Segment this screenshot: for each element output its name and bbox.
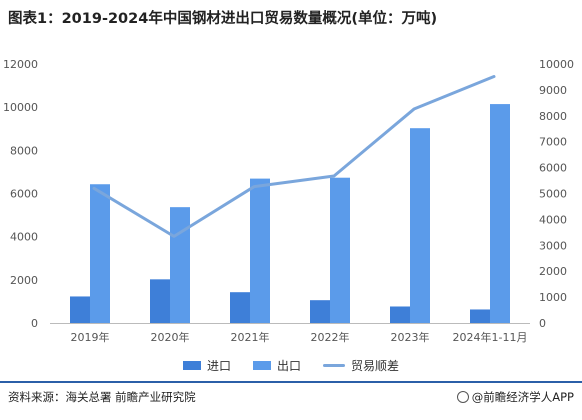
x-tick-label: 2023年 bbox=[391, 330, 430, 344]
footer-divider bbox=[0, 381, 582, 383]
y-left-tick-label: 4000 bbox=[10, 231, 38, 244]
y-right-tick-label: 9000 bbox=[539, 84, 567, 97]
legend-item-surplus: 贸易顺差 bbox=[323, 357, 399, 374]
x-tick-label: 2024年1-11月 bbox=[453, 330, 528, 344]
y-left-tick-label: 12000 bbox=[3, 58, 38, 71]
bar-import bbox=[150, 279, 170, 323]
line-surplus bbox=[92, 75, 496, 238]
x-tick-label: 2022年 bbox=[311, 330, 350, 344]
y-right-tick-label: 7000 bbox=[539, 136, 567, 149]
legend-item-export: 出口 bbox=[252, 357, 301, 374]
y-right-tick-label: 5000 bbox=[539, 188, 567, 201]
bar-import bbox=[470, 309, 490, 323]
bar-export bbox=[90, 184, 110, 323]
x-tick-label: 2021年 bbox=[231, 330, 270, 344]
legend-label-surplus: 贸易顺差 bbox=[351, 359, 400, 373]
y-right-tick-label: 0 bbox=[539, 317, 546, 330]
y-left-tick-label: 8000 bbox=[10, 144, 38, 157]
bar-export bbox=[170, 207, 190, 323]
y-left-tick-label: 0 bbox=[31, 317, 38, 330]
bar-export bbox=[250, 178, 270, 323]
legend-label-export: 出口 bbox=[276, 359, 301, 373]
legend-swatch-surplus bbox=[323, 364, 345, 367]
bar-export bbox=[330, 177, 350, 323]
bar-export bbox=[410, 128, 430, 323]
legend-swatch-import bbox=[182, 361, 201, 370]
chart-canvas: 0 2000 4000 6000 8000 10000 12000 0 1000 2000 3000… bbox=[3, 58, 574, 344]
bar-import bbox=[230, 292, 250, 323]
source-note: 资料来源：海关总署 前瞻产业研究院 bbox=[8, 390, 196, 404]
legend-label-import: 进口 bbox=[206, 359, 231, 373]
bar-import bbox=[70, 296, 90, 323]
bar-import bbox=[390, 306, 410, 323]
y-right-tick-label: 2000 bbox=[539, 265, 567, 278]
y-right-tick-label: 4000 bbox=[539, 213, 567, 226]
y-right-tick-label: 1000 bbox=[539, 291, 567, 304]
brand-logo-icon bbox=[456, 391, 469, 403]
x-tick-label: 2019年 bbox=[71, 330, 110, 344]
y-left-tick-label: 2000 bbox=[10, 274, 38, 287]
x-tick-label: 2020年 bbox=[151, 330, 190, 344]
y-right-tick-label: 3000 bbox=[539, 239, 567, 252]
y-right-tick-label: 10000 bbox=[539, 58, 574, 71]
y-left-tick-label: 10000 bbox=[3, 101, 38, 114]
chart-title: 图表1：2019-2024年中国钢材进出口贸易数量概况(单位：万吨) bbox=[8, 11, 438, 27]
legend-item-import: 进口 bbox=[182, 357, 231, 374]
bar-export bbox=[490, 104, 510, 323]
legend-swatch-export bbox=[252, 361, 271, 370]
y-left-tick-label: 6000 bbox=[10, 188, 38, 201]
legend: 进口 出口 贸易顺差 bbox=[0, 357, 582, 374]
y-right-tick-label: 6000 bbox=[539, 162, 567, 175]
brand-credit: @前瞻经济学人APP bbox=[456, 389, 574, 405]
brand-text: @前瞻经济学人APP bbox=[471, 390, 574, 404]
bar-import bbox=[310, 300, 330, 323]
y-right-tick-label: 8000 bbox=[539, 110, 567, 123]
